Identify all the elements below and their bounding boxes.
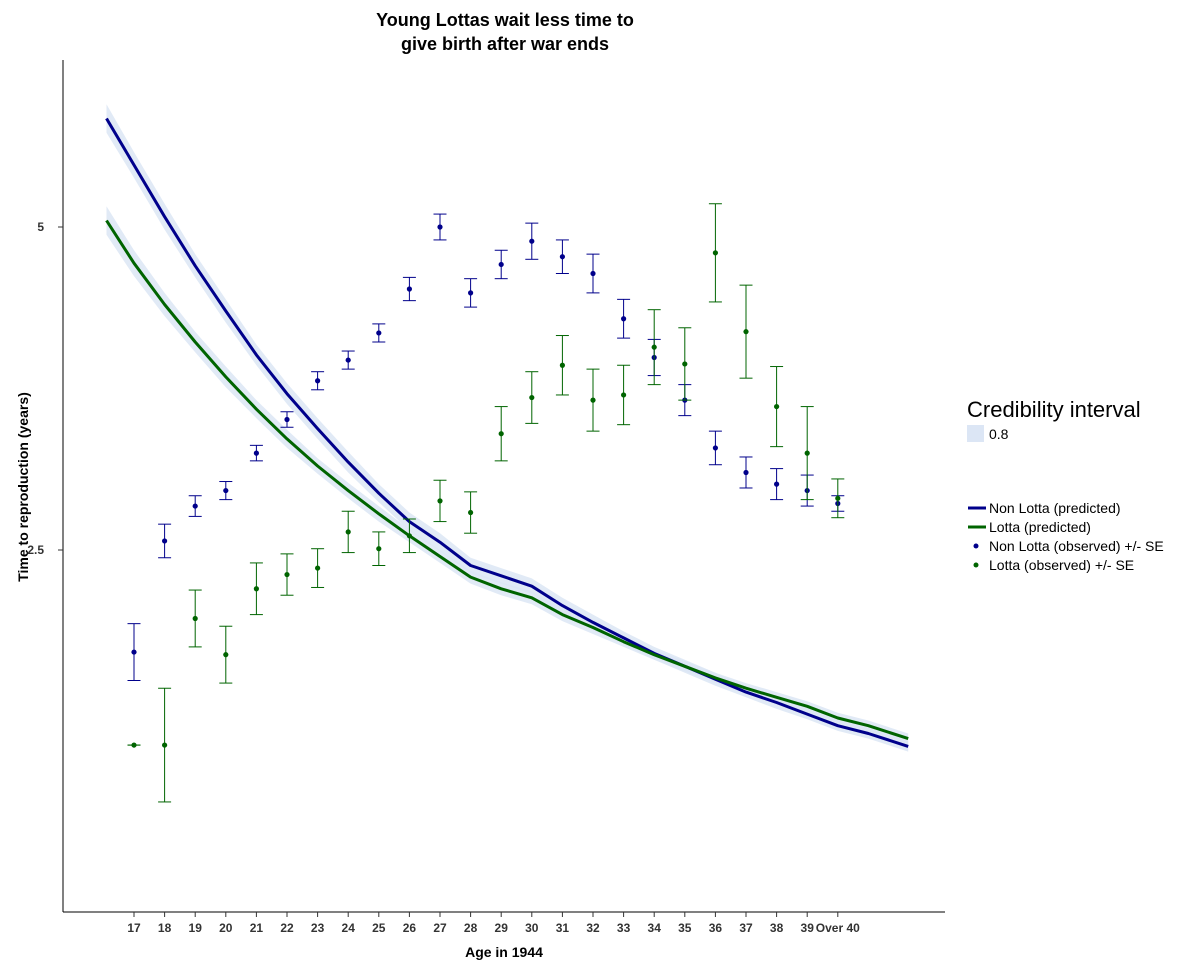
point-non-lotta-observed: [590, 270, 596, 277]
x-tick-label: 36: [709, 921, 723, 935]
x-tick-label: 33: [617, 921, 631, 935]
line-lotta-predicted: [105, 219, 909, 741]
point-lotta-observed: [529, 394, 535, 401]
point-lotta-observed: [590, 397, 596, 403]
point-non-lotta-observed: [315, 378, 321, 384]
point-non-lotta-observed: [223, 487, 229, 494]
y-axis-title: Time to reproduction (years): [15, 392, 31, 582]
point-non-lotta-observed: [437, 224, 443, 230]
x-tick-label: 30: [525, 921, 539, 935]
point-lotta-observed: [284, 571, 290, 578]
point-lotta-observed: [162, 742, 168, 748]
legend-label-non-lotta-predicted: Non Lotta (predicted): [989, 500, 1121, 516]
point-lotta-observed: [712, 250, 719, 256]
x-tick-label: 22: [280, 921, 294, 935]
legend: Credibility interval 0.8 Non Lotta (pred…: [967, 397, 1164, 573]
legend-ribbon-label: 0.8: [989, 426, 1009, 442]
x-tick-label: 21: [250, 921, 264, 935]
legend-label-lotta-predicted: Lotta (predicted): [989, 519, 1091, 535]
x-tick-label: 20: [219, 921, 233, 935]
predicted-lines: [105, 117, 909, 748]
x-tick-label: 39: [801, 921, 815, 935]
y-tick-label: 5: [37, 220, 44, 234]
legend-swatch-non-lotta-observed: [973, 543, 979, 549]
legend-ribbon-swatch: [967, 425, 984, 442]
point-lotta-observed: [743, 329, 749, 335]
x-tick-label: 19: [189, 921, 203, 935]
point-non-lotta-observed: [162, 538, 168, 544]
x-tick-label: 26: [403, 921, 417, 935]
point-lotta-observed: [315, 565, 321, 571]
point-lotta-observed: [131, 742, 137, 748]
point-non-lotta-observed: [284, 416, 290, 423]
chart-title-line-1: Young Lottas wait less time to: [376, 10, 634, 30]
line-non-lotta-predicted: [105, 117, 909, 748]
x-tick-label: 29: [495, 921, 509, 935]
point-non-lotta-observed: [253, 450, 259, 456]
point-non-lotta-observed: [406, 286, 412, 292]
point-non-lotta-observed: [131, 649, 137, 655]
point-non-lotta-observed: [498, 261, 504, 268]
point-lotta-observed: [345, 529, 351, 535]
point-lotta-observed: [804, 450, 810, 456]
point-non-lotta-observed: [345, 357, 351, 363]
point-non-lotta-observed: [559, 254, 566, 260]
x-axis-ticks: 17 18 19 20 21 22 23 24 25 26 27 28 29 30 31 32 33 34 35 36…: [127, 912, 860, 935]
x-tick-label: 34: [648, 921, 662, 935]
point-non-lotta-observed: [192, 503, 198, 509]
legend-label-non-lotta-observed: Non Lotta (observed) +/- SE: [989, 538, 1164, 554]
point-lotta-observed: [192, 615, 198, 622]
legend-title: Credibility interval: [967, 397, 1141, 422]
x-axis-title: Age in 1944: [465, 944, 543, 960]
ribbon-lotta: [106, 206, 909, 744]
point-lotta-observed: [376, 546, 382, 552]
observed-points: [127, 203, 845, 803]
chart-title-line-2: give birth after war ends: [401, 34, 609, 54]
point-lotta-observed: [682, 361, 688, 367]
x-tick-label: 17: [127, 921, 141, 935]
point-lotta-observed: [621, 392, 627, 398]
y-axis-ticks: 2.55: [27, 220, 63, 557]
point-lotta-observed: [774, 403, 780, 410]
point-non-lotta-observed: [712, 445, 719, 451]
legend-swatch-lotta-observed: [973, 562, 979, 568]
x-tick-label: 18: [158, 921, 172, 935]
x-tick-label: 38: [770, 921, 784, 935]
legend-label-lotta-observed: Lotta (observed) +/- SE: [989, 557, 1134, 573]
x-tick-label: 23: [311, 921, 325, 935]
y-tick-label: 2.5: [27, 543, 44, 557]
point-non-lotta-observed: [529, 238, 535, 244]
x-tick-label: 35: [678, 921, 692, 935]
x-tick-label: 32: [586, 921, 600, 935]
x-tick-label: 25: [372, 921, 386, 935]
x-tick-label: 31: [556, 921, 570, 935]
point-lotta-observed: [406, 533, 412, 539]
point-lotta-observed: [437, 498, 443, 504]
point-lotta-observed: [223, 652, 229, 658]
point-lotta-observed: [498, 431, 504, 437]
x-tick-label: 24: [342, 921, 356, 935]
point-non-lotta-observed: [468, 290, 474, 296]
point-non-lotta-observed: [774, 481, 780, 487]
point-non-lotta-observed: [621, 316, 627, 322]
point-lotta-observed: [835, 495, 841, 501]
point-lotta-observed: [253, 586, 259, 592]
point-lotta-observed: [651, 344, 657, 350]
x-tick-label: 28: [464, 921, 478, 935]
point-non-lotta-observed: [376, 330, 382, 336]
point-lotta-observed: [468, 509, 474, 516]
x-tick-label: Over 40: [816, 921, 860, 935]
x-tick-label: 27: [433, 921, 447, 935]
point-lotta-observed: [559, 362, 566, 368]
x-tick-label: 37: [739, 921, 753, 935]
point-non-lotta-observed: [743, 469, 749, 476]
